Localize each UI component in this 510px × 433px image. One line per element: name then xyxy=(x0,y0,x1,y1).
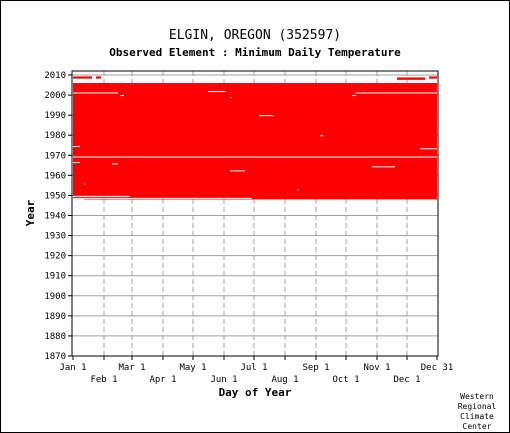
y-tick-label: 1870 xyxy=(44,352,66,362)
missing-data-gap xyxy=(120,95,124,97)
y-axis-label: Year xyxy=(24,199,37,226)
y-tick-label: 2010 xyxy=(44,71,66,81)
data-marks xyxy=(73,76,437,201)
y-tick-label: 1960 xyxy=(44,171,66,181)
x-tick-label: Feb 1 xyxy=(90,375,117,385)
missing-data-gap xyxy=(112,163,118,165)
missing-data-gap xyxy=(73,197,252,199)
credit-line-3: Climate xyxy=(460,412,494,421)
x-tick-label: Aug 1 xyxy=(271,375,298,385)
data-coverage-block xyxy=(73,83,437,200)
x-tick-label: Mar 1 xyxy=(118,363,145,373)
missing-data-gap xyxy=(420,148,437,150)
missing-data-gap xyxy=(84,183,86,185)
y-tick-label: 1990 xyxy=(44,111,66,121)
x-tick-label: Jul 1 xyxy=(240,363,267,373)
missing-data-gap xyxy=(73,199,84,201)
x-axis-label: Day of Year xyxy=(219,386,292,399)
data-coverage-block xyxy=(96,76,101,79)
missing-data-gap xyxy=(320,135,323,137)
y-tick-label: 1970 xyxy=(44,151,66,161)
missing-data-gap xyxy=(230,97,232,99)
ticks: 2010 2000 1990 1980 1970 1960 1950 1940 1930 1920… xyxy=(44,71,453,385)
credit-line-4: Center xyxy=(463,422,492,431)
y-tick-label: 1900 xyxy=(44,292,66,302)
y-tick-label: 1950 xyxy=(44,191,66,201)
y-tick-label: 1880 xyxy=(44,332,66,342)
x-tick-label: Jun 1 xyxy=(210,375,237,385)
y-tick-label: 1930 xyxy=(44,232,66,242)
missing-data-gap xyxy=(259,115,274,117)
data-coverage-block xyxy=(429,76,437,79)
x-tick-label: Oct 1 xyxy=(332,375,359,385)
y-tick-label: 1920 xyxy=(44,252,66,262)
x-tick-label: Apr 1 xyxy=(149,375,176,385)
missing-data-gap xyxy=(208,91,226,93)
data-coverage-block xyxy=(73,76,92,79)
chart-title: ELGIN, OREGON (352597) xyxy=(169,28,341,43)
x-tick-label: Dec 31 xyxy=(421,363,454,373)
missing-data-gap xyxy=(230,170,245,172)
x-tick-label: Jan 1 xyxy=(59,363,86,373)
data-coverage-block xyxy=(397,77,425,80)
missing-data-gap xyxy=(73,195,130,197)
missing-data-gap xyxy=(73,146,80,148)
plot-border xyxy=(71,70,439,357)
credit-line-2: Regional xyxy=(458,402,497,411)
x-tick-label: May 1 xyxy=(179,363,206,373)
y-tick-label: 1890 xyxy=(44,312,66,322)
missing-data-gap xyxy=(73,92,118,94)
x-tick-label: Nov 1 xyxy=(363,363,390,373)
missing-data-gap xyxy=(73,156,437,158)
missing-data-gap xyxy=(355,92,437,94)
missing-data-gap xyxy=(73,162,80,164)
credit-line-1: Western xyxy=(460,392,494,401)
y-tick-label: 1980 xyxy=(44,131,66,141)
missing-data-gap xyxy=(372,166,395,168)
x-tick-label: Dec 1 xyxy=(393,375,420,385)
missing-data-gap xyxy=(297,189,299,191)
y-tick-label: 2000 xyxy=(44,91,66,101)
missing-data-gap xyxy=(352,95,356,97)
y-tick-label: 1940 xyxy=(44,212,66,222)
y-tick-label: 1910 xyxy=(44,272,66,282)
x-tick-label: Sep 1 xyxy=(302,363,329,373)
chart-subtitle: Observed Element : Minimum Daily Tempera… xyxy=(109,46,401,59)
